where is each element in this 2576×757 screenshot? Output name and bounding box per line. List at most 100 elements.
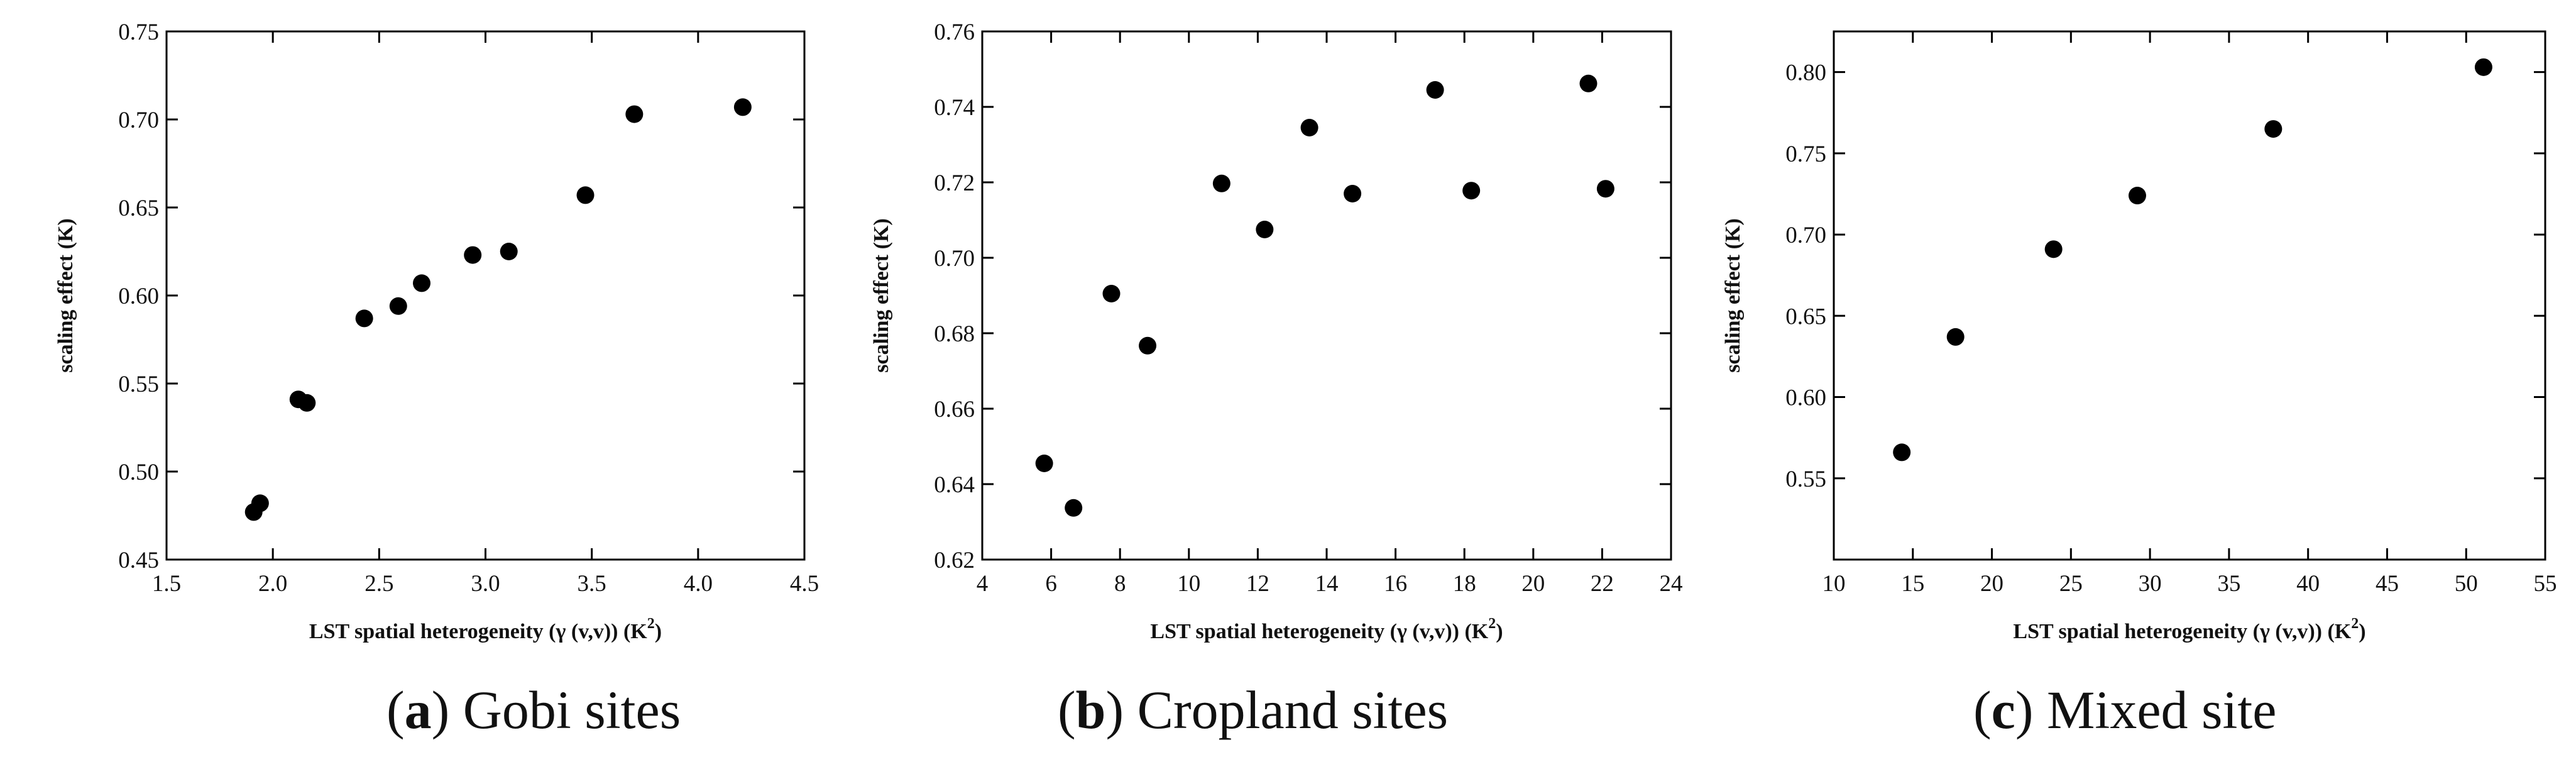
data-point bbox=[1426, 81, 1444, 99]
x-tick-label: 22 bbox=[1591, 571, 1614, 597]
x-tick-label: 15 bbox=[1901, 571, 1924, 597]
y-tick-label: 0.70 bbox=[1785, 223, 1826, 248]
y-axis-title: scaling effect (K) bbox=[870, 218, 893, 372]
y-tick-label: 0.55 bbox=[118, 372, 159, 397]
x-axis-title-main: LST spatial heterogeneity (γ (v,v)) (K bbox=[309, 620, 647, 643]
y-tick-label: 0.76 bbox=[934, 19, 975, 45]
data-point bbox=[2474, 58, 2492, 76]
x-axis-title-main: LST spatial heterogeneity (γ (v,v)) (K bbox=[1150, 620, 1488, 643]
x-tick-label: 4 bbox=[977, 571, 989, 597]
x-tick-label: 50 bbox=[2455, 571, 2478, 597]
y-tick-label: 0.50 bbox=[118, 460, 159, 485]
x-tick-label: 20 bbox=[1980, 571, 2003, 597]
x-axis-title: LST spatial heterogeneity (γ (v,v)) (K2) bbox=[2013, 616, 2365, 643]
caption-text: Mixed site bbox=[2047, 680, 2276, 740]
x-axis-title: LST spatial heterogeneity (γ (v,v)) (K2) bbox=[1150, 616, 1503, 643]
caption-close-paren: ) bbox=[432, 680, 463, 740]
caption-letter: a bbox=[405, 680, 432, 740]
y-tick-label: 0.75 bbox=[1785, 141, 1826, 167]
data-point bbox=[1256, 221, 1274, 238]
x-axis-title: LST spatial heterogeneity (γ (v,v)) (K2) bbox=[309, 616, 662, 643]
x-axis-title-end: ) bbox=[655, 620, 662, 643]
caption-open-paren: ( bbox=[386, 680, 405, 740]
x-tick-label: 40 bbox=[2296, 571, 2320, 597]
y-tick-label: 0.62 bbox=[934, 548, 975, 573]
panel-b: 4 6 8 10 12 14 16 18 20 22 24 0.62 0.64 0.66 0.68 0.70 0… bbox=[870, 19, 1683, 740]
data-point bbox=[625, 105, 644, 123]
data-point bbox=[413, 274, 430, 292]
panel-a: 1.5 2.0 2.5 3.0 3.5 4.0 4.5 0.45 0.50 0.55 0.60 0.6… bbox=[54, 19, 819, 740]
y-axis-title: scaling effect (K) bbox=[54, 218, 77, 372]
caption-letter: c bbox=[1992, 680, 2015, 740]
data-point bbox=[1212, 174, 1230, 192]
caption-letter: b bbox=[1076, 680, 1106, 740]
x-tick-label: 20 bbox=[1521, 571, 1545, 597]
data-point bbox=[389, 297, 407, 315]
y-tick-label: 0.60 bbox=[1785, 385, 1826, 411]
panel-caption: (c) Mixed site bbox=[1973, 680, 2276, 740]
data-point bbox=[464, 246, 482, 264]
caption-text: Cropland sites bbox=[1137, 680, 1448, 740]
y-tick-label: 0.64 bbox=[934, 472, 975, 498]
x-tick-label: 12 bbox=[1246, 571, 1269, 597]
x-tick-label: 2.0 bbox=[258, 571, 287, 597]
x-tick-label: 3.5 bbox=[578, 571, 606, 597]
panel-caption: (a) Gobi sites bbox=[386, 680, 681, 740]
x-axis-title-end: ) bbox=[2359, 620, 2365, 643]
data-point bbox=[2044, 240, 2063, 258]
x-tick-label: 55 bbox=[2534, 571, 2557, 597]
y-tick-label: 0.45 bbox=[118, 548, 159, 573]
x-tick-label: 6 bbox=[1045, 571, 1057, 597]
y-tick-label: 0.68 bbox=[934, 321, 975, 347]
data-point bbox=[733, 98, 752, 116]
panel-caption: (b) Cropland sites bbox=[1058, 680, 1448, 740]
x-tick-label: 3.0 bbox=[471, 571, 500, 597]
y-tick-label: 0.60 bbox=[118, 284, 159, 309]
x-tick-label: 10 bbox=[1822, 571, 1846, 597]
x-axis-title-sup: 2 bbox=[2351, 616, 2359, 632]
plot-frame bbox=[981, 30, 1672, 561]
data-point bbox=[500, 243, 518, 260]
caption-close-paren: ) bbox=[1105, 680, 1137, 740]
data-point bbox=[1893, 443, 1911, 461]
x-axis-title-sup: 2 bbox=[647, 616, 655, 632]
y-tick-label: 0.70 bbox=[118, 108, 159, 133]
data-point bbox=[298, 394, 316, 412]
panel-c: 10 15 20 25 30 35 40 45 50 55 0.55 0.60 0.65 0.70 0.75… bbox=[1721, 30, 2557, 740]
x-tick-label: 16 bbox=[1384, 571, 1407, 597]
x-tick-label: 14 bbox=[1315, 571, 1339, 597]
x-tick-label: 18 bbox=[1453, 571, 1476, 597]
y-tick-label: 0.75 bbox=[118, 19, 159, 45]
y-tick-label: 0.55 bbox=[1785, 467, 1826, 492]
x-tick-label: 45 bbox=[2376, 571, 2399, 597]
data-point bbox=[1035, 455, 1053, 472]
x-tick-label: 25 bbox=[2059, 571, 2083, 597]
y-tick-label: 0.66 bbox=[934, 397, 975, 423]
caption-text: Gobi sites bbox=[463, 680, 681, 740]
y-tick-label: 0.80 bbox=[1785, 60, 1826, 86]
data-point bbox=[1579, 74, 1598, 92]
data-point bbox=[251, 494, 269, 512]
caption-open-paren: ( bbox=[1973, 680, 1992, 740]
plot-frame bbox=[165, 30, 806, 561]
data-point bbox=[1065, 499, 1083, 517]
x-tick-label: 4.5 bbox=[790, 571, 819, 597]
data-point bbox=[1462, 182, 1481, 200]
y-tick-label: 0.72 bbox=[934, 170, 975, 196]
data-point bbox=[2128, 187, 2146, 205]
x-tick-label: 24 bbox=[1660, 571, 1683, 597]
data-point bbox=[2264, 120, 2283, 138]
x-tick-label: 10 bbox=[1177, 571, 1200, 597]
y-tick-label: 0.65 bbox=[1785, 304, 1826, 329]
data-point bbox=[1102, 285, 1121, 302]
caption-open-paren: ( bbox=[1058, 680, 1076, 740]
y-tick-label: 0.74 bbox=[934, 95, 975, 121]
data-point bbox=[1946, 328, 1965, 346]
caption-close-paren: ) bbox=[2015, 680, 2047, 740]
x-tick-label: 35 bbox=[2217, 571, 2240, 597]
x-tick-label: 1.5 bbox=[152, 571, 181, 597]
x-tick-label: 4.0 bbox=[684, 571, 713, 597]
data-point bbox=[1596, 180, 1614, 198]
x-tick-label: 8 bbox=[1114, 571, 1126, 597]
